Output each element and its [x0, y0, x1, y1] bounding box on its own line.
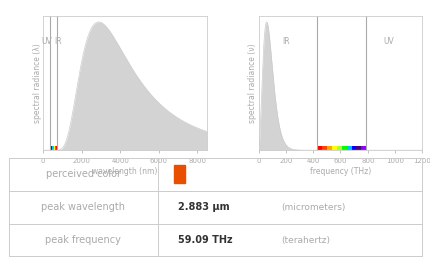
Bar	[52, 146, 53, 150]
Text: peak wavelength: peak wavelength	[41, 202, 125, 212]
Bar	[351, 146, 356, 150]
Bar	[326, 146, 331, 150]
Y-axis label: spectral radiance (λ): spectral radiance (λ)	[33, 43, 42, 123]
Bar	[336, 146, 341, 150]
Bar	[51, 146, 52, 150]
Text: 2.883 µm: 2.883 µm	[178, 202, 229, 212]
Bar	[174, 165, 184, 183]
X-axis label: frequency (THz): frequency (THz)	[309, 167, 370, 176]
Text: UV: UV	[41, 37, 52, 46]
Text: UV: UV	[382, 37, 393, 46]
Bar	[341, 146, 346, 150]
Text: (micrometers): (micrometers)	[281, 203, 345, 212]
Bar	[53, 146, 54, 150]
Text: IR: IR	[281, 37, 289, 46]
Bar	[360, 146, 366, 150]
Bar	[54, 146, 55, 150]
Bar	[50, 146, 51, 150]
Bar	[331, 146, 336, 150]
Bar	[356, 146, 360, 150]
Text: perceived color: perceived color	[46, 169, 120, 179]
Bar	[321, 146, 326, 150]
X-axis label: wavelength (nm): wavelength (nm)	[92, 167, 157, 176]
Bar	[316, 146, 321, 150]
Text: peak frequency: peak frequency	[45, 235, 121, 245]
Text: (terahertz): (terahertz)	[281, 235, 330, 244]
Y-axis label: spectral radiance (ν): spectral radiance (ν)	[248, 43, 257, 123]
Bar	[55, 146, 56, 150]
Text: IR: IR	[55, 37, 62, 46]
Bar	[346, 146, 351, 150]
Text: 59.09 THz: 59.09 THz	[178, 235, 232, 245]
